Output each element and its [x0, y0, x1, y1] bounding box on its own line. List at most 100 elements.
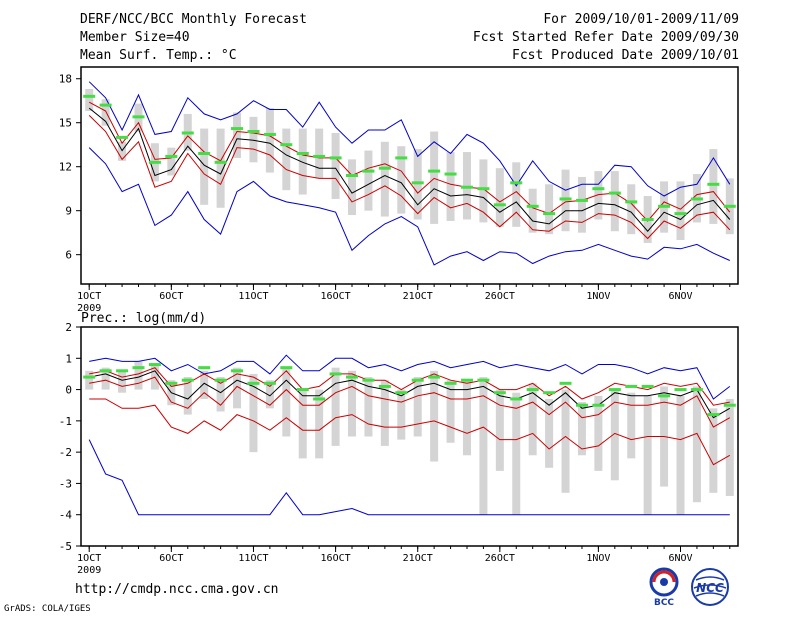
precip-obs-marker — [493, 391, 506, 395]
precip-obs-marker — [592, 403, 605, 407]
precip-obs-marker — [99, 369, 112, 373]
temp-xtick-label: 11OCT — [238, 291, 268, 302]
temp-obs-marker — [181, 131, 194, 135]
temp-obs-marker — [132, 115, 145, 119]
precip-obs-marker — [411, 378, 424, 382]
precip-obs-marker — [658, 394, 671, 398]
temp-xtick-label: 6OCT — [159, 291, 183, 302]
temp-spread-box — [331, 132, 340, 199]
precip-spread-box — [512, 392, 521, 515]
produced-date: Fcst Produced Date 2009/10/01 — [512, 48, 739, 63]
temp-obs-marker — [296, 152, 309, 156]
precip-spread-box — [118, 370, 127, 393]
precip-xtick-label: 1OCT — [77, 553, 101, 564]
temp-panel: 6 9 12 15 18 1OCT 6OCT 11OCT 16OCT 21OCT 26OCT 1NOV… — [59, 66, 739, 314]
temp-q75-line — [88, 101, 731, 222]
source-url[interactable]: http://cmdp.ncc.cma.gov.cn — [75, 582, 279, 597]
precip-obs-marker — [181, 378, 194, 382]
precip-spread-box — [331, 367, 340, 446]
precip-obs-marker — [329, 372, 342, 376]
precip-max-line — [89, 354, 731, 400]
precip-obs-marker — [428, 375, 441, 379]
temp-xtick-label: 26OCT — [485, 291, 515, 302]
temp-spread-box — [85, 88, 94, 111]
precip-ytick-label: -1 — [59, 415, 72, 428]
precip-ytick-label: -3 — [59, 477, 72, 490]
temp-spread-box — [610, 171, 619, 232]
precip-obs-marker — [395, 391, 408, 395]
temp-obs-marker — [608, 191, 621, 195]
temp-spread-box — [167, 147, 176, 176]
precip-xtick-label: 21OCT — [403, 553, 433, 564]
temp-obs-marker — [559, 197, 572, 201]
temp-max-line — [88, 81, 731, 197]
temp-spread-box — [627, 184, 636, 235]
temp-obs-marker — [658, 204, 671, 208]
temp-obs-marker — [592, 187, 605, 191]
temp-xtick-label: 6NOV — [668, 291, 692, 302]
precip-obs-marker — [346, 375, 359, 379]
precip-ytick-label: 1 — [65, 352, 72, 365]
precip-obs-marker — [460, 378, 473, 382]
precip-obs-marker — [132, 366, 145, 370]
temp-ytick-label: 9 — [65, 205, 72, 218]
precip-obs-marker — [575, 403, 588, 407]
precip-obs-marker — [313, 397, 326, 401]
precip-spread-box — [594, 395, 603, 471]
precip-obs-marker — [444, 381, 457, 385]
temp-obs-marker — [674, 212, 687, 216]
precip-spread-box — [577, 402, 586, 456]
precip-xtick-label: 16OCT — [321, 553, 351, 564]
precip-spread-box — [85, 370, 94, 390]
precip-spread-box — [200, 370, 209, 399]
temp-obs-marker — [690, 197, 703, 201]
precip-obs-marker — [707, 413, 720, 417]
temp-spread-box — [594, 171, 603, 220]
precip-obs-marker — [280, 366, 293, 370]
temp-obs-marker — [198, 152, 211, 156]
temp-obs-marker — [148, 160, 161, 164]
temp-spread-box — [315, 128, 324, 179]
temp-spread-box — [430, 131, 439, 224]
precip-q75-line — [89, 367, 730, 406]
temp-obs-marker — [247, 130, 260, 134]
temp-spread-box — [446, 152, 455, 221]
grads-credit: GrADS: COLA/IGES — [4, 604, 91, 614]
precip-year-label: 2009 — [77, 565, 101, 576]
temp-obs-marker — [165, 154, 178, 158]
ncc-logo: NCC — [691, 568, 729, 606]
precip-obs-marker — [296, 388, 309, 392]
temp-obs-marker — [346, 174, 359, 177]
temp-obs-marker — [313, 154, 326, 158]
precip-spread-box — [462, 380, 471, 456]
precip-spread-box — [282, 367, 291, 437]
precip-obs-marker — [214, 378, 227, 382]
precip-spread-box — [216, 377, 225, 412]
precip-xtick-label: 6NOV — [668, 553, 692, 564]
precip-spread-box — [561, 389, 570, 493]
temp-spread-box — [298, 128, 307, 195]
temp-obs-marker — [411, 181, 424, 185]
temp-min-line — [88, 147, 731, 266]
temp-spread-box — [249, 116, 258, 163]
temp-obs-marker — [460, 185, 473, 189]
precip-obs-marker — [723, 403, 736, 407]
precip-spread-box — [528, 383, 537, 456]
precip-ytick-label: -4 — [59, 509, 73, 522]
temp-spread-box — [233, 112, 242, 158]
precip-ytick-label: -5 — [59, 540, 72, 553]
precip-obs-marker — [198, 366, 211, 370]
precip-obs-marker — [83, 375, 96, 379]
precip-xtick-label: 26OCT — [485, 553, 515, 564]
precip-spread-box — [495, 389, 504, 471]
temp-spread-box — [216, 128, 225, 208]
temp-obs-marker — [329, 156, 342, 160]
precip-spread-box — [643, 395, 652, 515]
temp-obs-marker — [263, 132, 276, 136]
temp-obs-marker — [116, 135, 129, 139]
refer-date: Fcst Started Refer Date 2009/09/30 — [472, 30, 739, 45]
precip-xtick-label: 11OCT — [238, 553, 268, 564]
precip-obs-marker — [263, 381, 276, 385]
temp-year-label: 2009 — [77, 303, 101, 314]
